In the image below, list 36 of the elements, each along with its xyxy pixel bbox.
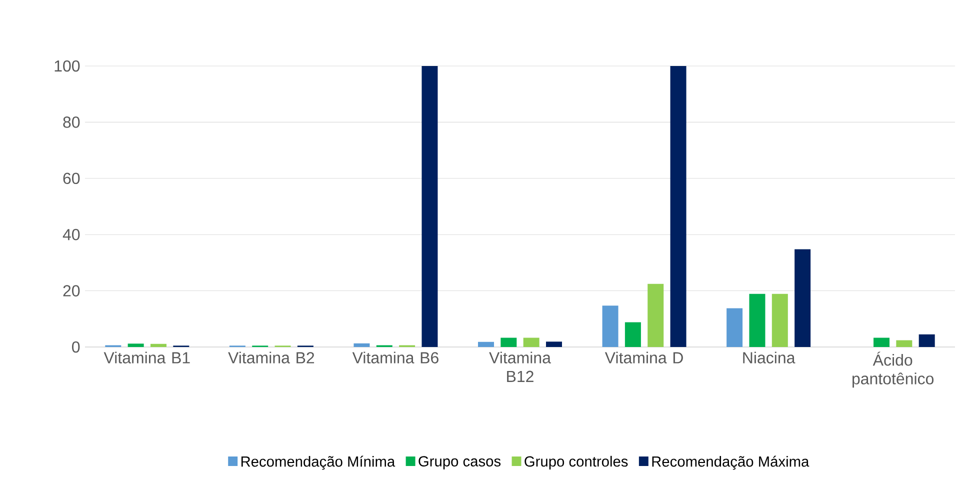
bar bbox=[794, 249, 811, 347]
y-tick-label: 40 bbox=[62, 228, 80, 240]
y-tick-label: 0 bbox=[72, 341, 80, 353]
bar bbox=[602, 306, 618, 347]
bar bbox=[624, 322, 641, 347]
y-tick-label: 80 bbox=[63, 116, 80, 128]
legend-label: Grupo casos bbox=[418, 456, 501, 470]
bar bbox=[478, 342, 494, 347]
bar bbox=[128, 344, 144, 347]
bar bbox=[749, 294, 766, 347]
x-tick-label: Vitamina B1 bbox=[104, 352, 190, 364]
bar bbox=[546, 342, 562, 347]
bar bbox=[523, 338, 540, 347]
bar bbox=[150, 344, 166, 347]
y-tick-label: 100 bbox=[54, 60, 80, 72]
bar bbox=[896, 340, 912, 347]
y-tick-label: 60 bbox=[63, 172, 80, 184]
x-tick-label: Vitamina B12 bbox=[489, 352, 551, 382]
bar bbox=[670, 66, 686, 347]
x-tick-label: Ácido pantotênico bbox=[852, 352, 934, 388]
legend-label: Recomendação Mínima bbox=[241, 456, 396, 470]
x-tick-label: Vitamina D bbox=[604, 352, 683, 364]
bar bbox=[772, 294, 788, 347]
bar bbox=[500, 338, 517, 347]
bar bbox=[648, 284, 664, 347]
x-tick-label: Niacina bbox=[743, 352, 796, 364]
legend-label: Recomendação Máxima bbox=[652, 456, 810, 470]
bar bbox=[918, 334, 935, 347]
legend-label: Grupo controles bbox=[524, 456, 628, 470]
bar bbox=[354, 343, 370, 347]
x-tick-label: Vitamina B2 bbox=[228, 352, 314, 364]
bar bbox=[726, 308, 743, 347]
bar bbox=[874, 338, 890, 347]
y-tick-label: 20 bbox=[63, 285, 80, 296]
x-tick-label: Vitamina B6 bbox=[352, 352, 438, 364]
bar bbox=[422, 66, 438, 347]
